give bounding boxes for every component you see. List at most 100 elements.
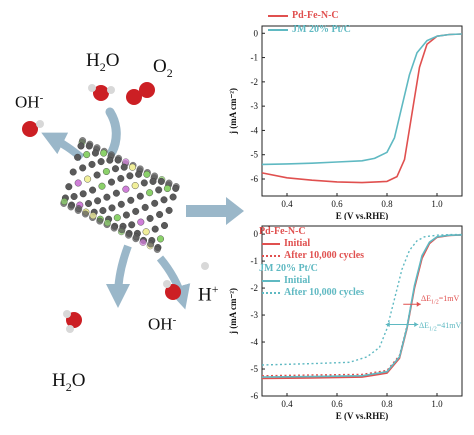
legend-line-jm-initial: [262, 279, 280, 282]
y-tick-label: -6: [251, 391, 259, 401]
y-tick-label: -4: [251, 125, 259, 135]
y-tick-label: -2: [251, 283, 259, 293]
tube-atom: [141, 203, 149, 211]
tube-atom: [163, 184, 171, 192]
tube-atom: [143, 170, 151, 178]
top-chart-panel: 0.4 0.6 0.8 1.0 0 -1 -2 -3 -4 -5 -6 E (V vs.RHE) j (…: [226, 0, 474, 221]
tube-atom: [122, 211, 130, 219]
tube-atom: [135, 170, 143, 178]
tube-atom: [79, 190, 87, 198]
tube-atom: [93, 171, 101, 179]
tube-atom: [84, 175, 92, 183]
y-tick-label: 0: [254, 229, 259, 239]
tube-atom: [160, 221, 168, 229]
flow-arrow-bottom-right: [156, 255, 191, 310]
tube-atom: [136, 192, 144, 200]
oxygen-molecule: [126, 82, 155, 105]
tube-atom: [69, 168, 77, 176]
series-line: [261, 234, 463, 378]
tube-atom: [153, 245, 161, 253]
tube-atom: [89, 186, 97, 194]
tube-atom: [120, 163, 128, 171]
delta-arrowhead-jm: [385, 321, 390, 327]
x-tick-label: 0.6: [331, 199, 343, 209]
legend-line-pd-after: [262, 254, 280, 257]
y-tick-label: -5: [251, 150, 259, 160]
tube-atom: [112, 189, 120, 197]
label-oh-left: OH-: [15, 92, 44, 112]
x-tick-label: 0.4: [281, 199, 293, 209]
x-tick-label: 1.0: [431, 399, 443, 409]
tube-atom: [70, 192, 78, 200]
hydroxide-molecule-right: [163, 280, 181, 300]
tube-atom: [79, 164, 87, 172]
tube-atom: [94, 197, 102, 205]
y-tick-label: 0: [254, 28, 259, 38]
tube-atom: [117, 200, 125, 208]
tube-atom: [165, 206, 173, 214]
tube-atom: [146, 189, 154, 197]
annotation-delta-jm: ΔE1/2=41mV: [419, 321, 462, 333]
tube-atom: [77, 142, 85, 150]
flow-arrow-bottom-left: [106, 244, 132, 308]
y-tick-label: -3: [251, 310, 259, 320]
label-h2o-top: H2O: [86, 50, 120, 74]
label-o2: O2: [153, 56, 173, 80]
tube-atom: [131, 182, 139, 190]
tube-atom: [156, 235, 164, 243]
tube-atom: [127, 196, 135, 204]
tube-atom: [122, 185, 130, 193]
tube-atom: [114, 156, 122, 164]
tube-atom: [99, 207, 107, 215]
bottom-legend-pd-initial: Initial: [262, 238, 310, 249]
y-axis-label: j (mA cm⁻²): [228, 288, 238, 335]
bottom-legend-pd-after: After 10,000 cycles: [262, 250, 364, 261]
tube-atom: [117, 174, 125, 182]
tube-atom: [65, 183, 73, 191]
tube-atom: [128, 221, 136, 229]
plot-frame: [261, 225, 463, 397]
nanotube: [60, 137, 180, 253]
series-line: [261, 233, 462, 366]
tube-atom: [140, 179, 148, 187]
tube-atom: [83, 151, 91, 159]
tube-atom: [146, 214, 154, 222]
tube-atom: [137, 218, 145, 226]
y-tick-label: -1: [251, 53, 259, 63]
x-axis-label: E (V vs.RHE): [336, 411, 389, 421]
tube-atom: [156, 210, 164, 218]
water-molecule-bottom: [63, 310, 82, 333]
tube-atom: [113, 214, 121, 222]
tube-atom: [81, 210, 89, 218]
top-legend-item-2: JM 20% Pt/C: [268, 24, 351, 35]
label-h2o-bottom: H2O: [52, 370, 86, 394]
y-tick-label: -1: [251, 256, 259, 266]
tube-atom: [157, 177, 165, 185]
y-axis-label: j (mA cm⁻²): [228, 88, 238, 135]
tube-atom: [106, 156, 114, 164]
tube-atom: [74, 179, 82, 187]
tube-atom: [85, 142, 93, 150]
x-tick-label: 0.8: [381, 399, 393, 409]
tube-atom: [98, 182, 106, 190]
tube-atom: [169, 193, 177, 201]
tube-atom: [139, 238, 147, 246]
delta-arrowhead-pd: [416, 301, 421, 307]
legend-line-pd-initial: [262, 242, 280, 245]
tube-atom: [149, 177, 157, 185]
tube-atom: [126, 172, 134, 180]
tube-atom: [88, 160, 96, 168]
tube-atom: [67, 203, 75, 211]
bottom-legend-jm-title: JM 20% Pt/C: [259, 263, 318, 274]
tube-atom: [155, 186, 163, 194]
x-axis-label: E (V vs.RHE): [336, 211, 389, 220]
tube-atom: [97, 158, 105, 166]
top-chart: 0.4 0.6 0.8 1.0 0 -1 -2 -3 -4 -5 -6 E (V vs.RHE) j (…: [228, 25, 463, 221]
tube-atom: [132, 233, 140, 241]
tube-atom: [91, 149, 99, 157]
legend-line-pd: [268, 14, 288, 17]
tube-atom: [160, 196, 168, 204]
x-tick-label: 0.6: [331, 399, 343, 409]
tube-atom: [89, 212, 97, 220]
tube-atom: [84, 199, 92, 207]
